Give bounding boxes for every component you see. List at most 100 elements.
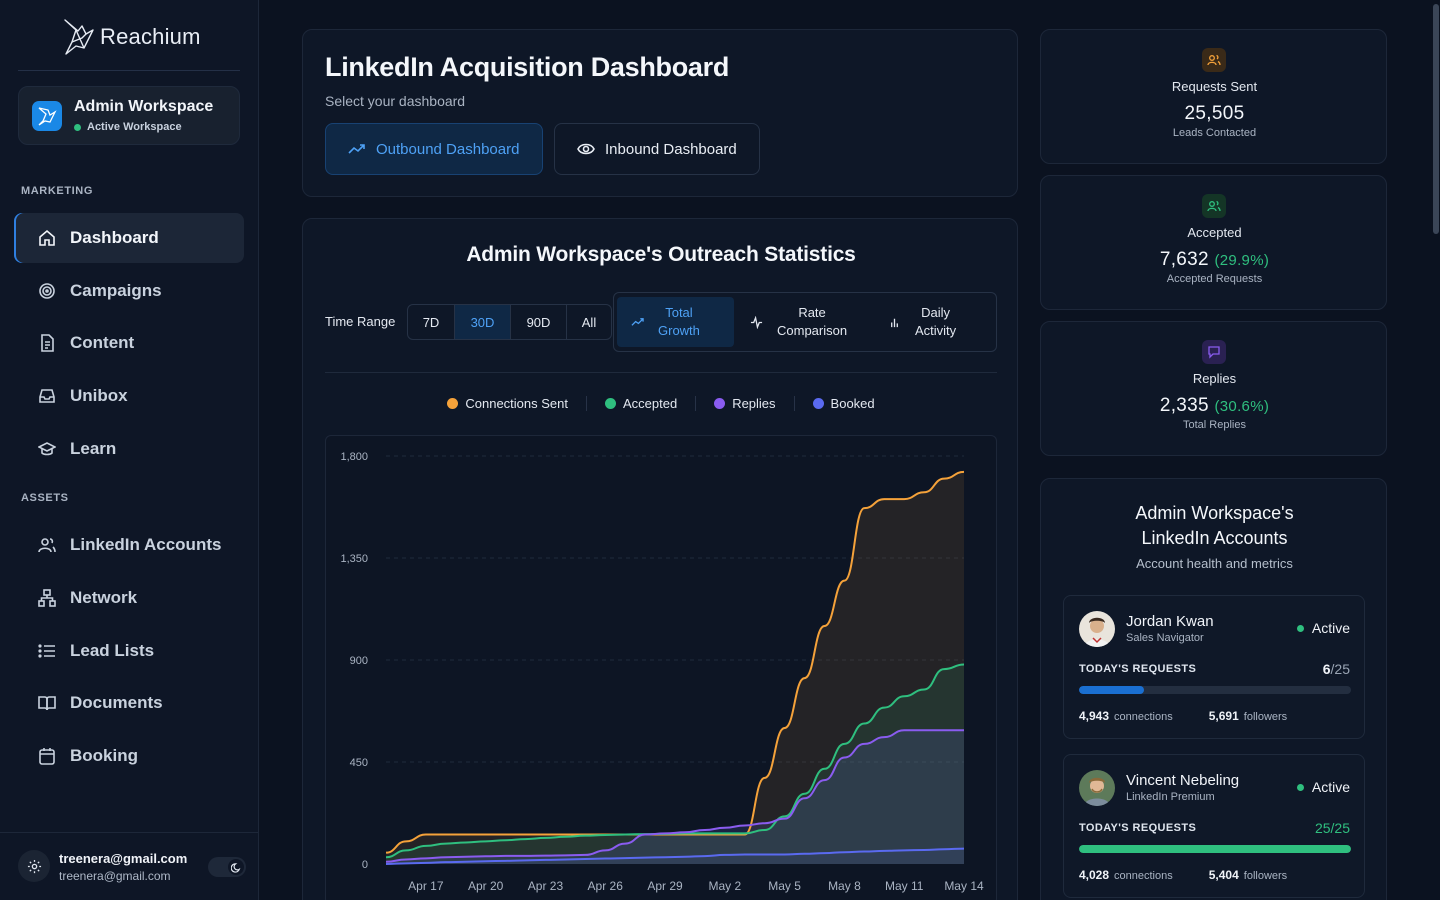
status-dot-icon (1296, 783, 1304, 791)
brand[interactable]: Reachium (62, 18, 201, 56)
theme-toggle[interactable] (208, 857, 246, 877)
scrollbar-thumb[interactable] (1433, 4, 1439, 234)
x-tick-label: May 14 (944, 879, 984, 893)
list-icon (38, 642, 56, 660)
sidebar-item-label: Learn (70, 439, 117, 458)
home-icon (38, 229, 56, 247)
workspace-status: Active Workspace (74, 121, 182, 133)
divider (18, 70, 240, 71)
dashboard-header: LinkedIn Acquisition Dashboard Select yo… (302, 29, 1018, 197)
stat-value: 25,505 (1184, 103, 1245, 124)
users-icon (1202, 48, 1226, 72)
series-line (385, 470, 965, 854)
progress-fill (1079, 845, 1351, 853)
stat-label: Accepted (1187, 225, 1242, 240)
x-tick-label: May 5 (768, 879, 801, 893)
account-type: LinkedIn Premium (1126, 791, 1215, 803)
stat-percent: (30.6%) (1214, 398, 1270, 415)
accounts-subtitle: Account health and metrics (1136, 556, 1293, 571)
workspace-switcher[interactable]: Admin Workspace Active Workspace (18, 86, 240, 145)
page-title: LinkedIn Acquisition Dashboard (325, 52, 730, 82)
account-metrics: 4,943 connections 5,691 followers (1079, 709, 1287, 723)
sidebar-item-network[interactable]: Network (14, 573, 244, 623)
avatar (1079, 770, 1115, 806)
legend-label: Replies (732, 396, 776, 411)
series-area (386, 730, 964, 864)
legend-item[interactable]: Booked (793, 396, 893, 411)
range-30d-button[interactable]: 30D (455, 305, 511, 339)
requests-label: TODAY'S REQUESTS (1079, 663, 1197, 675)
stat-sublabel: Accepted Requests (1166, 273, 1263, 285)
time-range-label: Time Range (325, 314, 396, 329)
legend-item[interactable]: Replies (695, 396, 793, 411)
outbound-dashboard-button[interactable]: Outbound Dashboard (325, 123, 543, 175)
sidebar-item-label: Booking (70, 746, 138, 765)
page-scrollbar[interactable] (1430, 0, 1440, 900)
workspace-name: Admin Workspace (74, 98, 214, 115)
users-icon (38, 536, 56, 554)
status-badge: Active (1296, 779, 1350, 795)
sidebar-item-dashboard[interactable]: Dashboard (14, 213, 244, 263)
moon-icon (228, 859, 244, 875)
settings-button[interactable] (18, 850, 50, 882)
legend-item[interactable]: Accepted (585, 396, 695, 411)
stat-label: Replies (1192, 371, 1237, 386)
connections-count: 4,943 connections (1079, 709, 1173, 723)
sidebar-item-lead-lists[interactable]: Lead Lists (14, 626, 244, 676)
connections-count: 4,028 connections (1079, 868, 1173, 882)
sidebar-item-content[interactable]: Content (14, 318, 244, 368)
view-rate-comparison-button[interactable]: Rate Comparison (736, 297, 866, 347)
stat-card-replies: Replies 2,335 (30.6%) Total Replies (1040, 321, 1387, 456)
legend-item[interactable]: Connections Sent (429, 396, 586, 411)
target-icon (38, 282, 56, 300)
x-tick-label: Apr 29 (647, 879, 683, 893)
sidebar-item-label: Content (70, 333, 135, 352)
legend-label: Connections Sent (465, 396, 568, 411)
series-line (385, 847, 965, 865)
account-name: Vincent Nebeling (1126, 772, 1240, 789)
range-90d-button[interactable]: 90D (511, 305, 567, 339)
book-icon (38, 694, 56, 712)
brand-name: Reachium (100, 24, 201, 49)
sidebar-item-linkedin-accounts[interactable]: LinkedIn Accounts (14, 520, 244, 570)
status-dot-icon (74, 123, 81, 131)
x-tick-label: May 11 (885, 879, 924, 893)
document-icon (38, 334, 56, 352)
workspace-logo-icon (32, 101, 62, 131)
chart-title: Admin Workspace's Outreach Statistics (466, 243, 856, 266)
range-7d-button[interactable]: 7D (408, 305, 455, 339)
x-tick-label: Apr 23 (528, 879, 564, 893)
user-check-icon (1202, 194, 1226, 218)
stat-percent: (29.9%) (1214, 252, 1270, 269)
x-tick-label: May 8 (828, 879, 861, 893)
account-card[interactable]: Vincent Nebeling LinkedIn Premium Active… (1063, 754, 1365, 898)
account-card[interactable]: Jordan Kwan Sales Navigator Active TODAY… (1063, 595, 1365, 739)
stat-value: 7,632 (29.9%) (1159, 249, 1270, 270)
bird-logo-icon (62, 18, 96, 56)
sidebar-item-label: Campaigns (70, 281, 162, 300)
sidebar-item-unibox[interactable]: Unibox (14, 371, 244, 421)
user-email: treenera@gmail.com (59, 851, 188, 866)
requests-progress-bar (1079, 686, 1351, 694)
view-daily-activity-button[interactable]: Daily Activity (872, 297, 987, 347)
sidebar-item-label: Lead Lists (70, 641, 155, 660)
sidebar-item-booking[interactable]: Booking (14, 731, 244, 781)
range-all-button[interactable]: All (581, 314, 597, 330)
legend-dot-icon (714, 398, 726, 409)
sidebar-item-learn[interactable]: Learn (14, 424, 244, 474)
progress-fill (1079, 686, 1145, 694)
sidebar-item-campaigns[interactable]: Campaigns (14, 266, 244, 316)
x-tick-label: May 2 (708, 879, 741, 893)
view-total-growth-button[interactable]: Total Growth (617, 297, 734, 347)
sidebar-item-label: Documents (70, 693, 163, 712)
requests-count: 6/25 (1322, 661, 1350, 677)
user-email-secondary: treenera@gmail.com (59, 869, 171, 883)
gear-icon (27, 859, 41, 873)
bar-chart-icon (891, 318, 898, 327)
legend-dot-icon (604, 398, 616, 409)
account-metrics: 4,028 connections 5,404 followers (1079, 868, 1287, 882)
series-area (386, 664, 964, 864)
sidebar-item-label: Network (70, 588, 138, 607)
inbound-dashboard-button[interactable]: Inbound Dashboard (554, 123, 760, 175)
sidebar-item-documents[interactable]: Documents (14, 678, 244, 728)
